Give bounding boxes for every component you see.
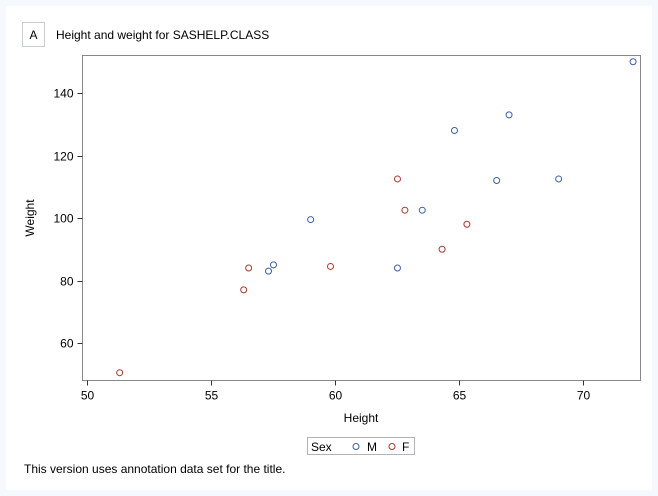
data-point-m: [265, 267, 272, 275]
x-axis: 50 55 60 65 70: [81, 380, 591, 403]
plot-area: [82, 55, 641, 381]
x-tick-label: 55: [205, 389, 219, 403]
data-point-m: [629, 58, 637, 66]
y-axis: 60 80 100 120 140: [53, 87, 83, 351]
data-point-m: [505, 111, 513, 119]
legend-label-f: F: [402, 440, 409, 454]
data-point-m: [555, 175, 563, 183]
y-tick-label: 120: [53, 150, 73, 164]
legend-box: [307, 437, 415, 455]
y-tick-label: 100: [53, 212, 73, 226]
data-point-m: [451, 127, 458, 134]
data-point-f: [401, 206, 409, 214]
data-point-f: [393, 175, 401, 183]
data-point-m: [269, 261, 277, 269]
x-tick-label: 50: [81, 389, 95, 403]
data-point-m: [307, 216, 315, 224]
data-point-f: [116, 369, 124, 377]
title-box: [22, 22, 45, 47]
x-tick-label: 65: [453, 389, 467, 403]
y-axis-label: Weight: [23, 199, 37, 237]
y-tick-label: 80: [60, 275, 74, 289]
data-point-f: [463, 220, 471, 228]
data-point-f: [438, 245, 446, 253]
legend-marker-f: [388, 443, 396, 450]
legend-label-m: M: [367, 440, 377, 454]
data-point-m: [393, 264, 401, 272]
data-point-f: [245, 264, 253, 272]
footnote: This version uses annotation data set fo…: [24, 462, 286, 476]
legend-marker-m: [352, 443, 360, 450]
data-point-f: [327, 262, 334, 270]
legend: Sex M F: [307, 437, 415, 455]
x-tick-label: 70: [577, 389, 591, 403]
data-point-m: [418, 206, 426, 214]
x-axis-label: Height: [344, 411, 379, 425]
title-box-label: A: [29, 28, 37, 42]
legend-title: Sex: [311, 440, 332, 454]
x-tick-label: 60: [329, 389, 343, 403]
data-points: [116, 58, 637, 377]
y-tick-label: 60: [60, 337, 74, 351]
chart-title: Height and weight for SASHELP.CLASS: [56, 28, 269, 42]
y-tick-label: 140: [53, 87, 73, 101]
data-point-m: [493, 177, 501, 184]
data-point-f: [240, 286, 248, 294]
